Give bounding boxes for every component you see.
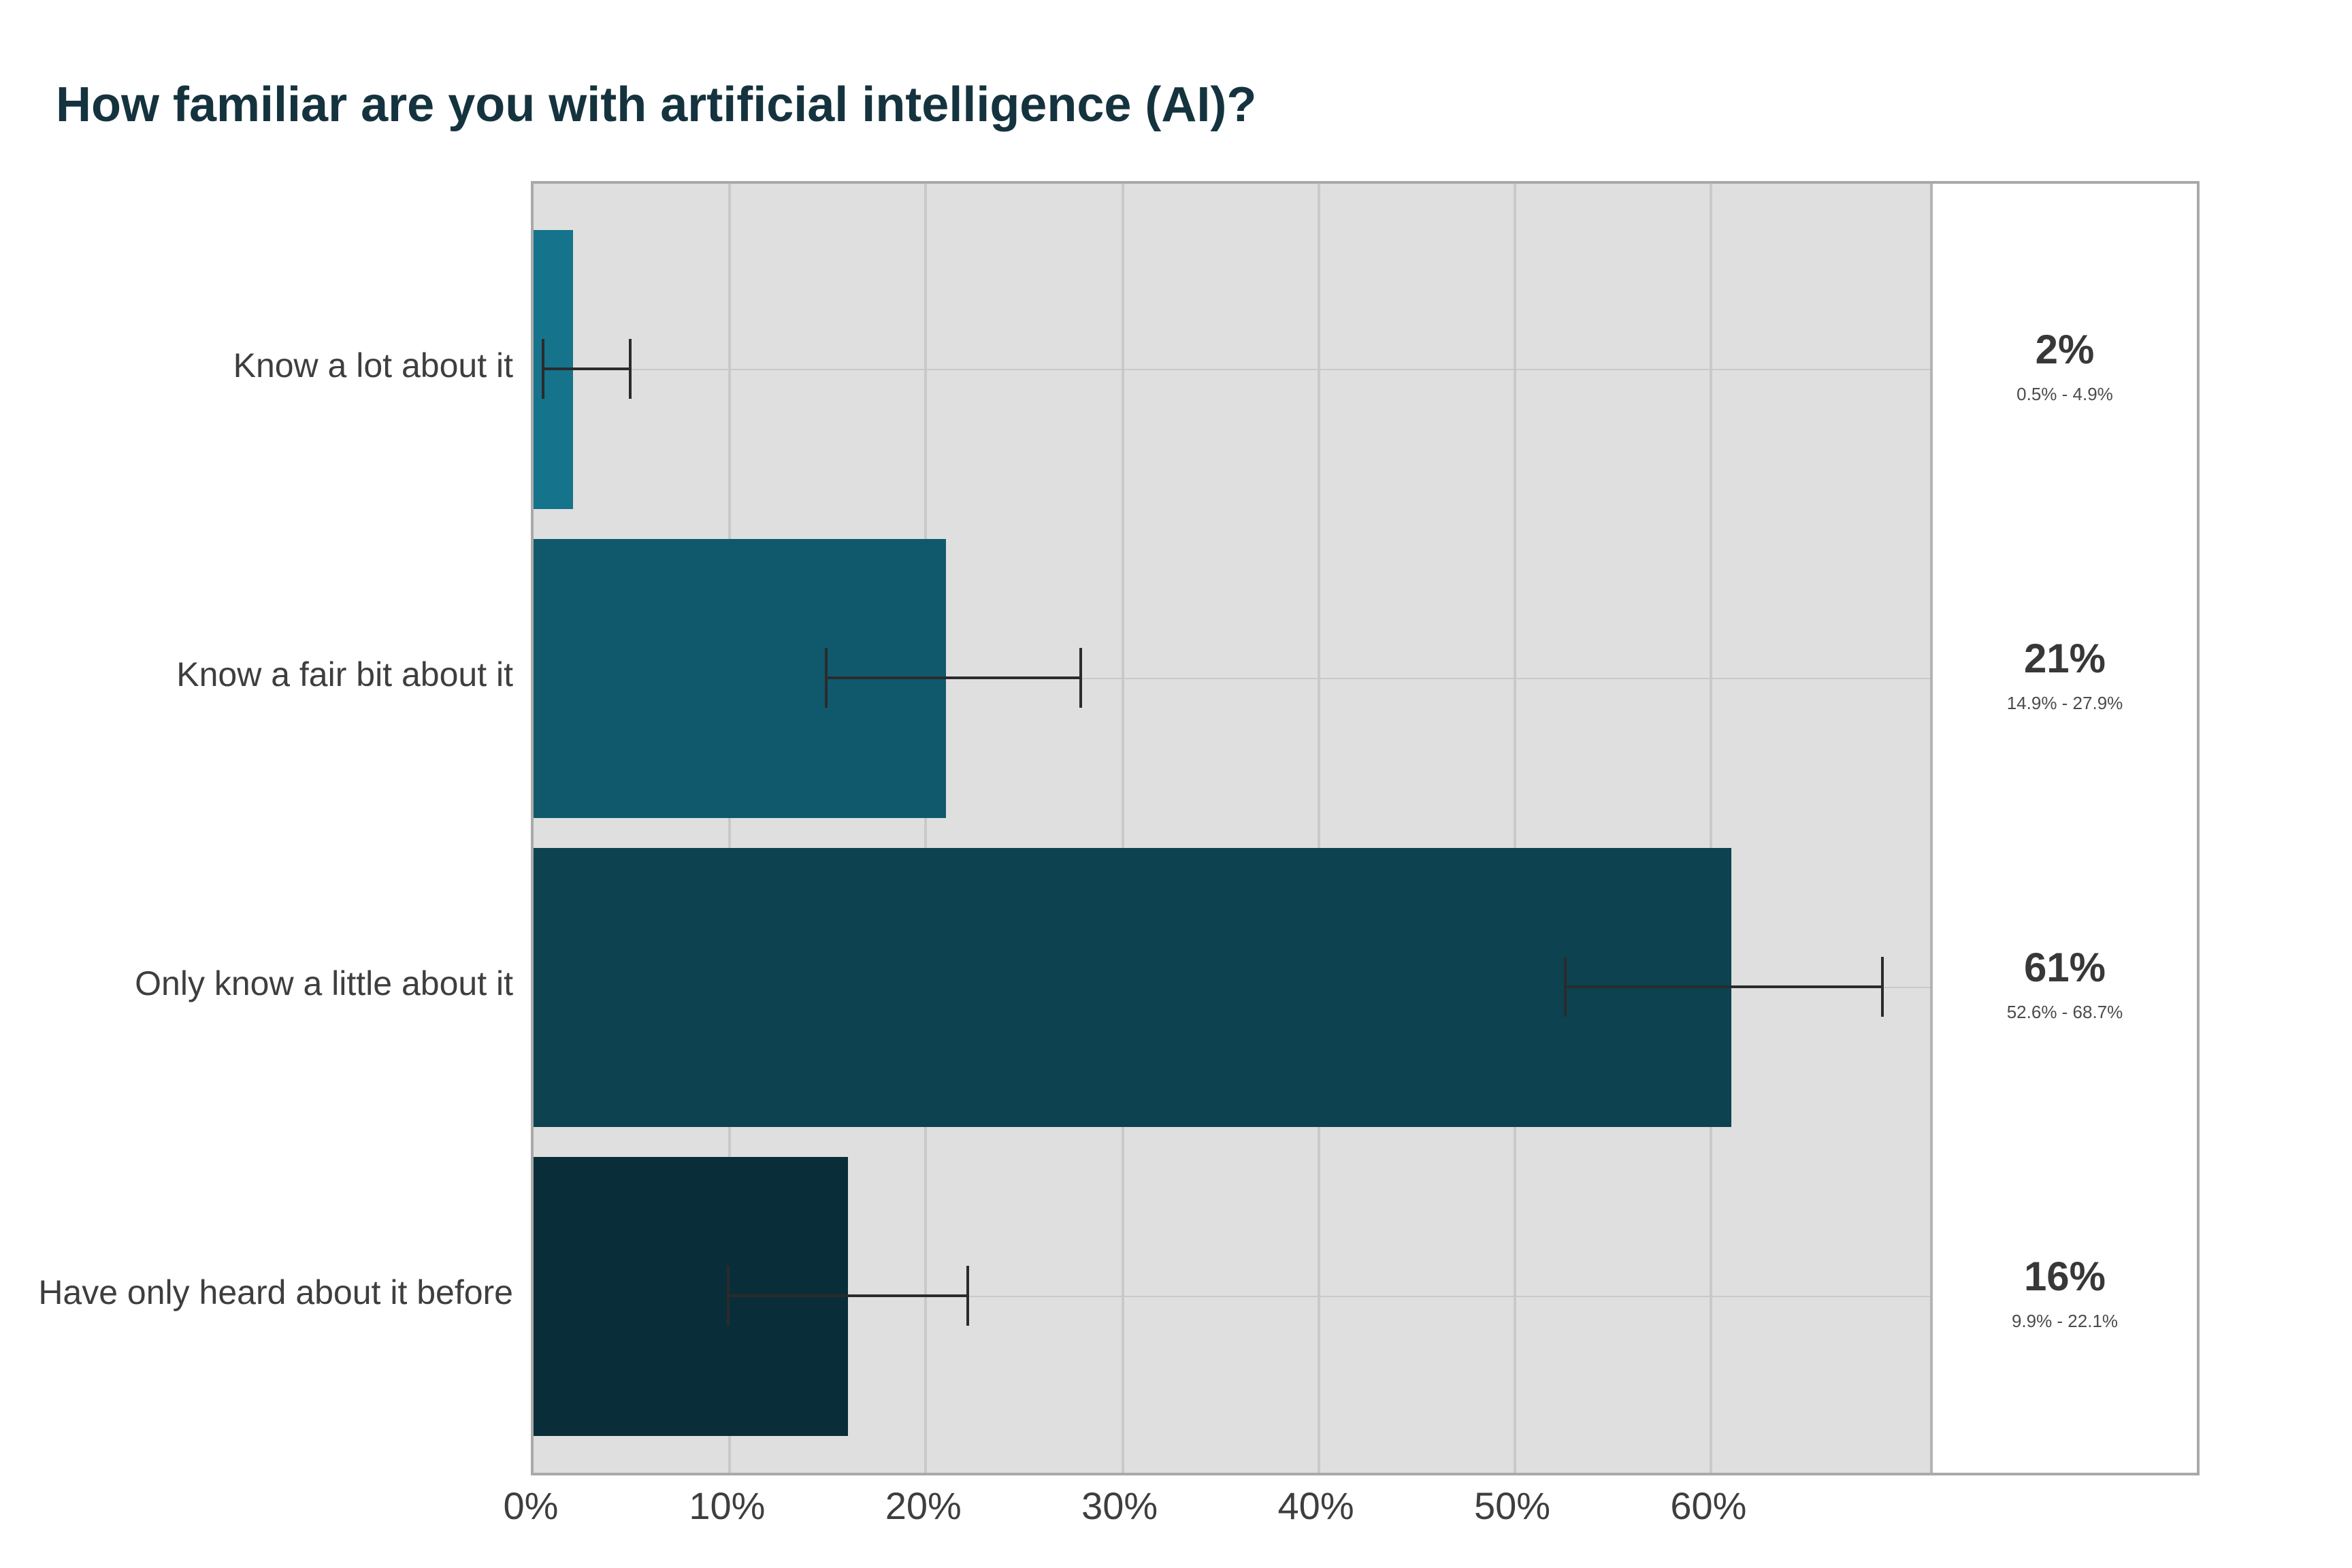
- category-label-1: Know a lot about it: [233, 347, 513, 385]
- error-bar-cap-high-3: [1880, 957, 1884, 1017]
- value-column: 2% 0.5% - 4.9% 21% 14.9% - 27.9% 61% 52.6% - …: [1933, 184, 2197, 1473]
- error-bar-cap-high-4: [966, 1266, 969, 1326]
- gridline-vertical-60%: [1710, 184, 1713, 1473]
- error-bar-line-2: [826, 676, 1081, 679]
- value-block-2: 21% 14.9% - 27.9%: [1930, 636, 2200, 715]
- gridline-vertical-30%: [1121, 184, 1124, 1473]
- error-bar-line-1: [543, 368, 630, 370]
- error-bar-cap-low-1: [542, 339, 545, 399]
- error-bar-cap-high-1: [628, 339, 632, 399]
- category-label-4: Have only heard about it before: [38, 1274, 513, 1312]
- ci-label-4: 9.9% - 22.1%: [2011, 1311, 2119, 1331]
- value-label-2: 21%: [2023, 637, 2106, 682]
- ci-label-3: 52.6% - 68.7%: [2006, 1002, 2123, 1022]
- x-tick-label-50%: 50%: [1473, 1485, 1551, 1527]
- x-tick-label-40%: 40%: [1277, 1485, 1354, 1527]
- bar-3: [534, 847, 1731, 1126]
- plot-panel: [534, 184, 1933, 1473]
- error-bar-line-4: [728, 1294, 968, 1297]
- x-tick-label-20%: 20%: [885, 1485, 962, 1527]
- category-label-2: Know a fair bit about it: [176, 656, 513, 694]
- error-bar-cap-high-2: [1079, 648, 1083, 708]
- gridline-horizontal-row-4: [534, 1296, 1930, 1297]
- gridline-vertical-20%: [924, 184, 928, 1473]
- chart-area: 2% 0.5% - 4.9% 21% 14.9% - 27.9% 61% 52.6% - …: [531, 181, 2200, 1475]
- value-label-4: 16%: [2023, 1255, 2106, 1300]
- error-bar-cap-low-3: [1564, 957, 1567, 1017]
- chart-title: How familiar are you with artificial int…: [56, 76, 1257, 132]
- value-block-4: 16% 9.9% - 22.1%: [1930, 1254, 2200, 1333]
- gridline-vertical-40%: [1317, 184, 1320, 1473]
- value-block-3: 61% 52.6% - 68.7%: [1930, 945, 2200, 1024]
- x-tick-label-0%: 0%: [503, 1485, 559, 1527]
- gridline-horizontal-row-2: [534, 678, 1930, 679]
- x-tick-label-30%: 30%: [1081, 1485, 1158, 1527]
- value-label-3: 61%: [2023, 946, 2106, 991]
- ci-label-2: 14.9% - 27.9%: [2006, 693, 2123, 713]
- gridline-horizontal-row-1: [534, 369, 1930, 370]
- gridline-vertical-10%: [728, 184, 732, 1473]
- x-tick-label-10%: 10%: [689, 1485, 766, 1527]
- x-tick-label-60%: 60%: [1670, 1485, 1747, 1527]
- value-label-1: 2%: [2035, 328, 2095, 373]
- error-bar-line-3: [1565, 985, 1882, 988]
- ci-label-1: 0.5% - 4.9%: [2016, 384, 2113, 404]
- category-label-3: Only know a little about it: [135, 965, 513, 1003]
- value-block-1: 2% 0.5% - 4.9%: [1930, 327, 2200, 406]
- error-bar-cap-low-4: [726, 1266, 730, 1326]
- gridline-vertical-50%: [1514, 184, 1516, 1473]
- error-bar-cap-low-2: [824, 648, 828, 708]
